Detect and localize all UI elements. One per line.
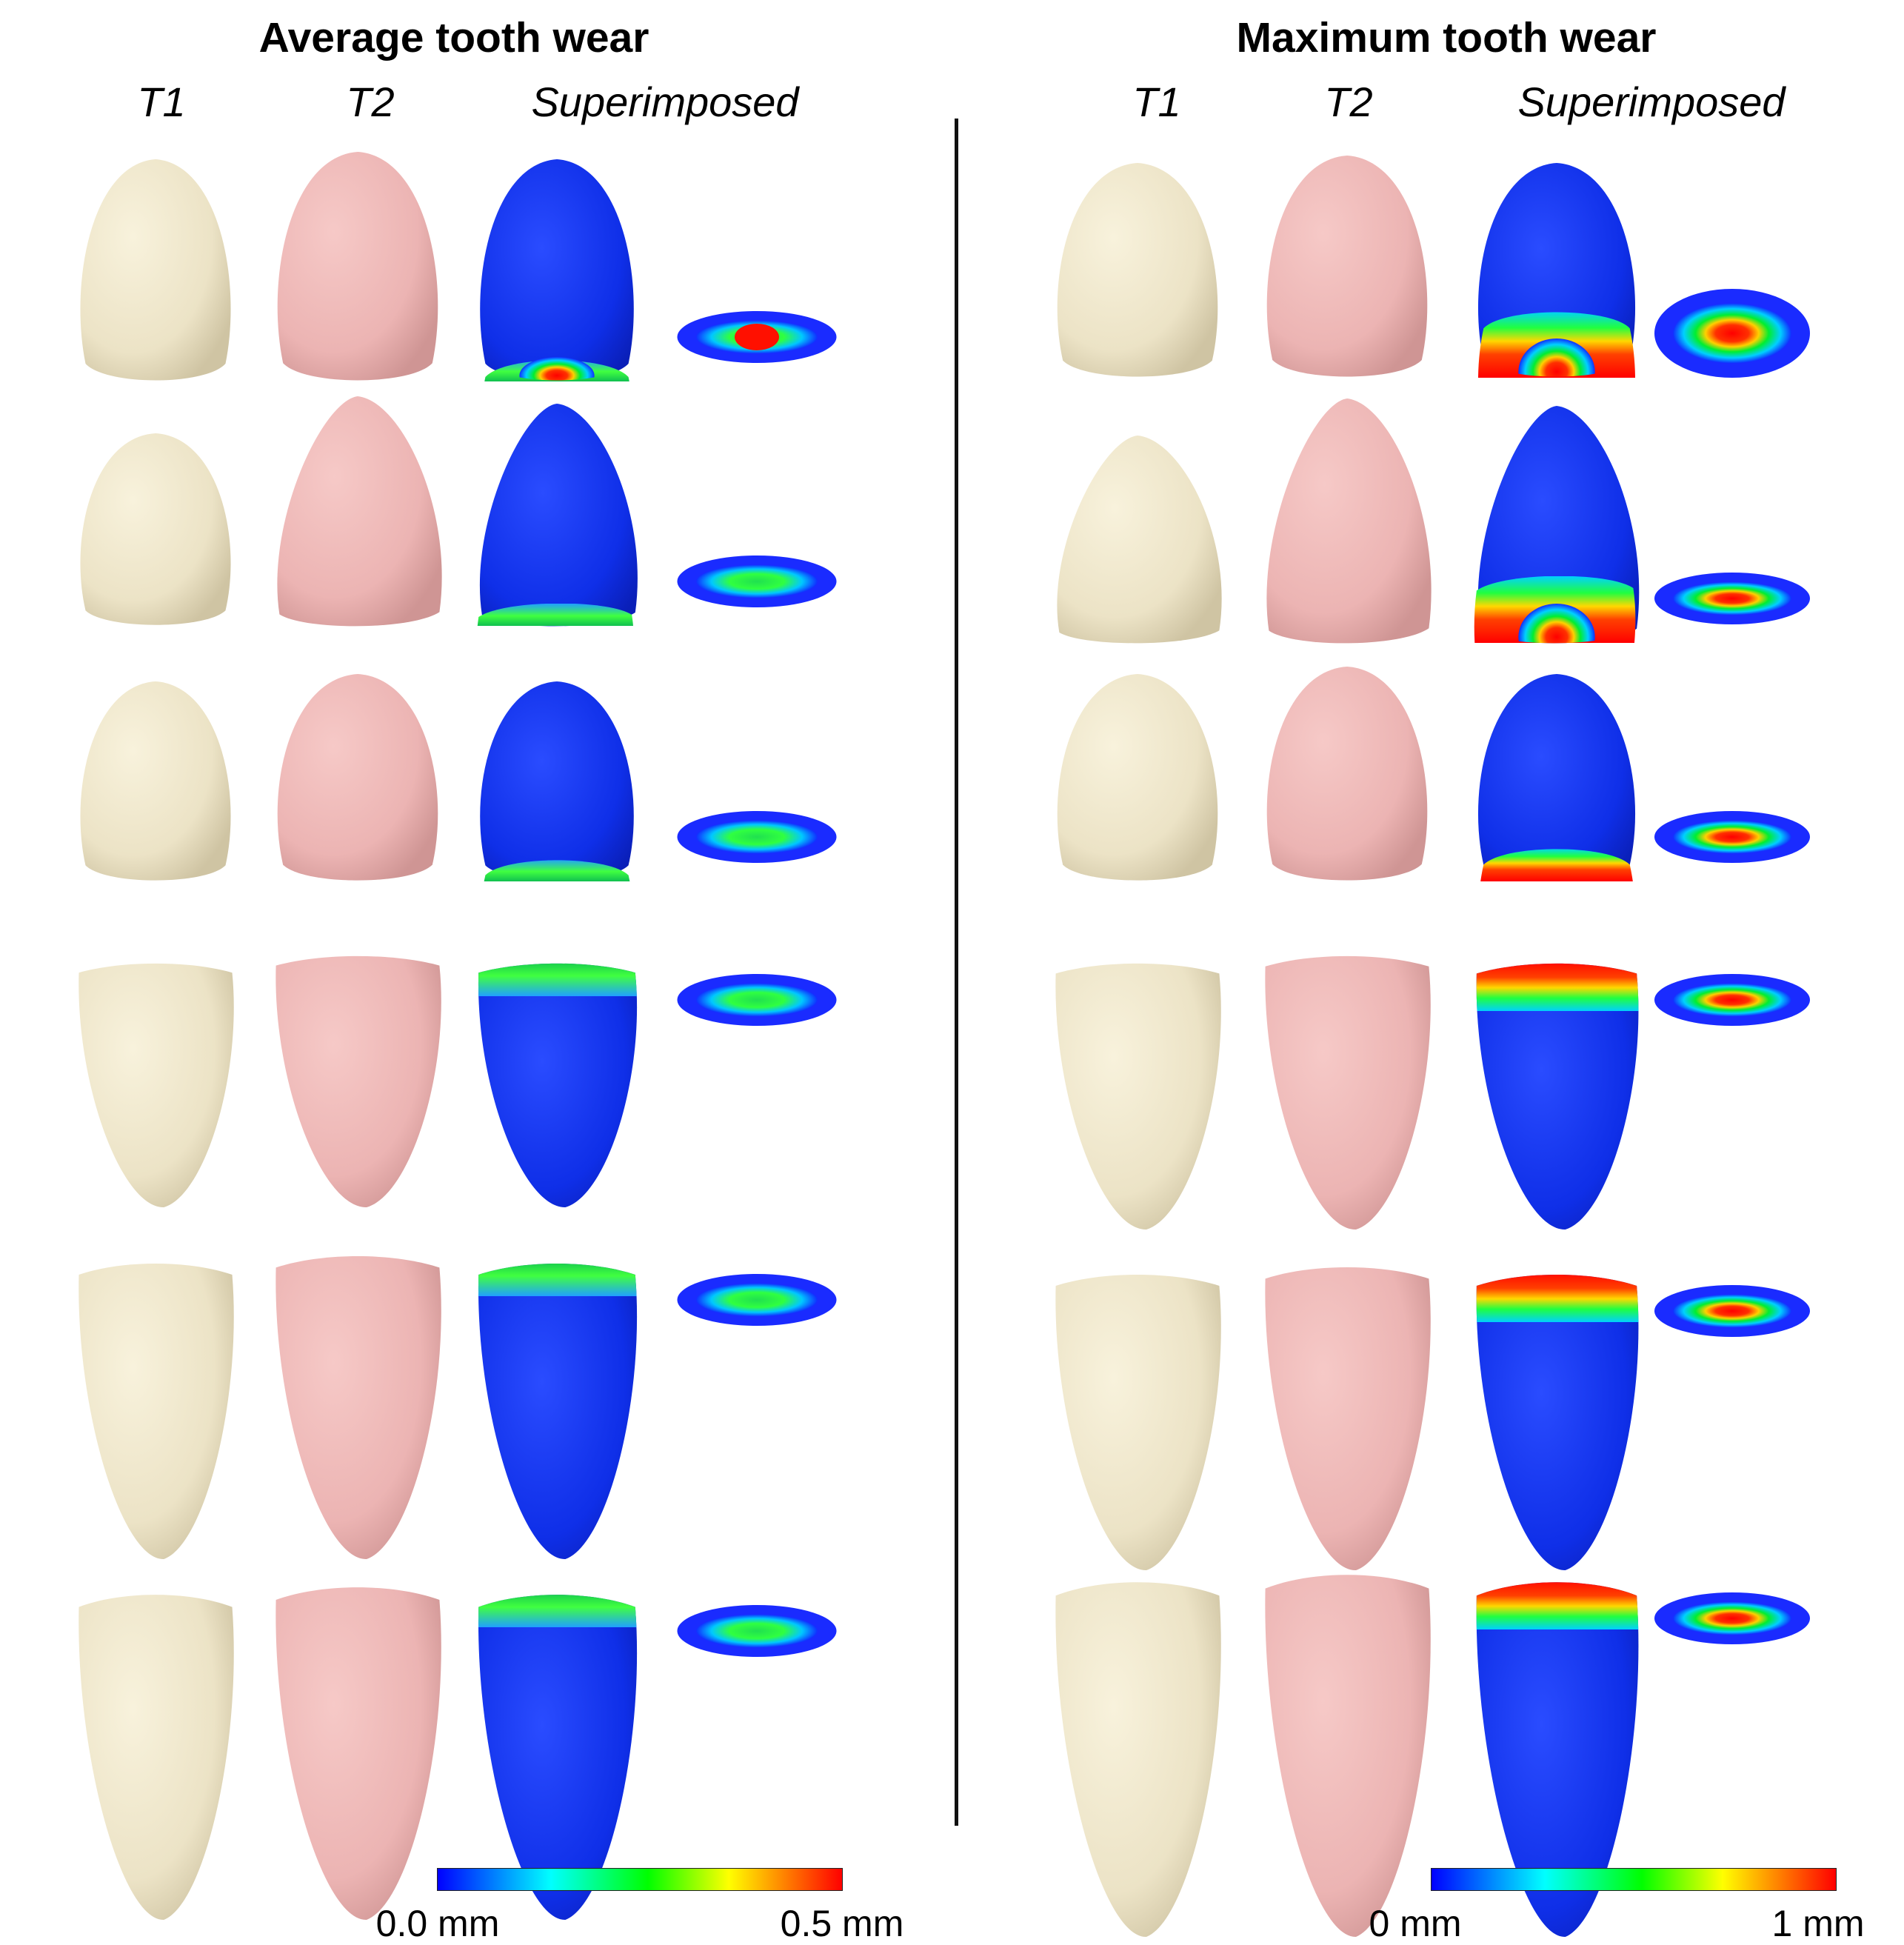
colorbar-max-label-maximum: 1 mm xyxy=(1771,1903,1865,1944)
tooth-superimposed-maximum-row-3 xyxy=(1477,674,1636,881)
column-label-t1-maximum: T1 xyxy=(1132,79,1181,125)
incisal-view-average-row-4 xyxy=(677,974,837,1026)
panel-title-average: Average tooth wear xyxy=(258,14,649,61)
colorbar-maximum xyxy=(1431,1868,1837,1891)
tooth-t2-average-row-2 xyxy=(277,396,442,627)
tooth-t2-average-row-6 xyxy=(275,1587,441,1921)
tooth-superimposed-maximum-row-6 xyxy=(1476,1582,1639,1938)
tooth-t2-average-row-1 xyxy=(277,152,438,381)
colorbar-average xyxy=(437,1868,843,1891)
incisal-view-average-row-2 xyxy=(677,556,837,607)
tooth-t1-maximum-row-2 xyxy=(1057,436,1222,644)
incisal-view-average-row-1 xyxy=(677,311,837,363)
tooth-superimposed-maximum-row-5 xyxy=(1476,1275,1639,1571)
tooth-t2-average-row-3 xyxy=(277,674,438,881)
incisal-view-maximum-row-3 xyxy=(1654,811,1810,863)
tooth-t2-maximum-row-2 xyxy=(1266,398,1432,644)
tooth-t1-average-row-5 xyxy=(79,1264,234,1560)
incisal-view-average-row-3 xyxy=(677,811,837,863)
tooth-t2-average-row-5 xyxy=(275,1256,441,1560)
column-label-superimposed-maximum: Superimposed xyxy=(1517,79,1786,125)
incisal-view-maximum-row-4 xyxy=(1654,974,1810,1026)
tooth-superimposed-maximum-row-1 xyxy=(1477,163,1636,378)
tooth-superimposed-average-row-3 xyxy=(480,681,634,881)
tooth-t1-average-row-4 xyxy=(79,963,234,1208)
tooth-superimposed-average-row-5 xyxy=(478,1264,638,1560)
panel-divider xyxy=(955,119,958,1826)
tooth-superimposed-average-row-4 xyxy=(478,963,638,1208)
column-label-t2-average: T2 xyxy=(346,79,395,125)
tooth-t2-average-row-4 xyxy=(275,955,441,1208)
tooth-superimposed-average-row-1 xyxy=(480,159,634,381)
tooth-superimposed-maximum-row-4 xyxy=(1476,963,1639,1230)
incisal-view-average-row-5 xyxy=(677,1274,837,1326)
incisal-view-maximum-row-1 xyxy=(1654,289,1810,378)
incisal-view-maximum-row-2 xyxy=(1654,573,1810,624)
tooth-t1-maximum-row-3 xyxy=(1057,674,1218,881)
colorbar-max-label-average: 0.5 mm xyxy=(780,1903,904,1944)
tooth-t2-maximum-row-3 xyxy=(1266,667,1428,881)
tooth-t1-maximum-row-1 xyxy=(1057,163,1218,377)
tooth-t2-maximum-row-5 xyxy=(1265,1267,1431,1571)
colorbar-min-label-maximum: 0 mm xyxy=(1369,1903,1462,1944)
tooth-superimposed-maximum-row-2 xyxy=(1474,406,1640,644)
tooth-t1-maximum-row-6 xyxy=(1055,1582,1221,1938)
panel-title-maximum: Maximum tooth wear xyxy=(1236,14,1657,61)
incisal-view-average-row-6 xyxy=(677,1605,837,1657)
tooth-t1-maximum-row-4 xyxy=(1055,963,1221,1230)
tooth-t1-average-row-2 xyxy=(80,433,231,625)
column-label-t1-average: T1 xyxy=(137,79,186,125)
tooth-superimposed-average-row-2 xyxy=(476,404,638,627)
tooth-t1-average-row-3 xyxy=(80,681,231,881)
tooth-t2-maximum-row-1 xyxy=(1266,156,1428,377)
column-label-t2-maximum: T2 xyxy=(1324,79,1373,125)
tooth-superimposed-average-row-6 xyxy=(478,1595,638,1921)
tooth-t2-maximum-row-6 xyxy=(1265,1575,1431,1938)
tooth-t1-average-row-6 xyxy=(79,1595,234,1921)
tooth-t1-maximum-row-5 xyxy=(1055,1275,1221,1571)
incisal-view-maximum-row-6 xyxy=(1654,1592,1810,1644)
tooth-t1-average-row-1 xyxy=(80,159,231,381)
column-label-superimposed-average: Superimposed xyxy=(531,79,799,125)
incisal-view-maximum-row-5 xyxy=(1654,1285,1810,1337)
tooth-t2-maximum-row-4 xyxy=(1265,955,1431,1230)
colorbar-min-label-average: 0.0 mm xyxy=(375,1903,500,1944)
